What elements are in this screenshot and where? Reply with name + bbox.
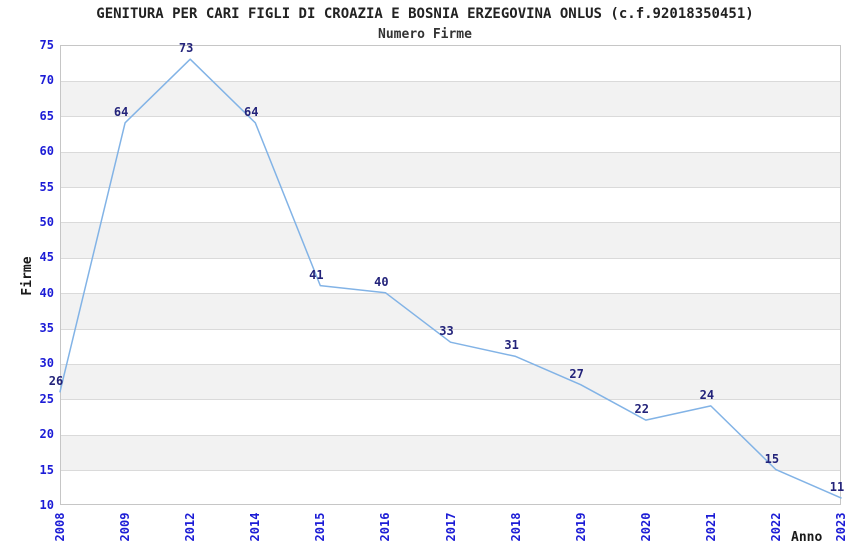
data-point-label: 24 bbox=[699, 387, 715, 402]
y-axis-title: Firme bbox=[20, 256, 35, 296]
shaded-band bbox=[61, 152, 840, 188]
y-tick-label: 20 bbox=[39, 427, 54, 442]
y-tick-label: 35 bbox=[39, 321, 54, 336]
x-tick-label: 2020 bbox=[638, 512, 653, 542]
data-point-label: 64 bbox=[113, 104, 129, 119]
y-tick-label: 45 bbox=[39, 250, 54, 265]
x-tick-label: 2008 bbox=[53, 512, 67, 542]
x-axis-title: Anno bbox=[791, 530, 823, 545]
y-tick-label: 65 bbox=[39, 108, 54, 123]
y-tick-label: 75 bbox=[39, 38, 54, 52]
y-tick-label: 55 bbox=[39, 179, 54, 194]
data-point-label: 41 bbox=[309, 267, 324, 282]
gridline bbox=[61, 363, 840, 365]
x-tick-label: 2022 bbox=[768, 512, 783, 542]
gridline bbox=[61, 470, 840, 472]
plot-area bbox=[60, 45, 841, 505]
y-tick-label: 40 bbox=[39, 285, 54, 300]
gridline bbox=[61, 80, 840, 82]
data-point-label: 73 bbox=[178, 41, 194, 56]
x-tick-label: 2018 bbox=[508, 512, 523, 542]
shaded-band bbox=[61, 81, 840, 117]
chart-subtitle: Numero Firme bbox=[378, 27, 472, 42]
x-tick-label: 2019 bbox=[573, 512, 588, 542]
x-tick-label: 2014 bbox=[248, 512, 263, 542]
gridline bbox=[61, 116, 840, 118]
y-tick-label: 70 bbox=[39, 73, 54, 88]
gridline bbox=[61, 222, 840, 224]
data-point-label: 11 bbox=[829, 479, 845, 494]
data-point-label: 64 bbox=[244, 104, 259, 119]
x-tick-label: 2015 bbox=[313, 512, 328, 542]
data-point-label: 40 bbox=[374, 274, 389, 289]
data-point-label: 33 bbox=[439, 324, 454, 339]
x-tick-label: 2021 bbox=[703, 512, 718, 542]
chart-title: GENITURA PER CARI FIGLI DI CROAZIA E BOS… bbox=[96, 6, 754, 22]
data-point-label: 22 bbox=[634, 402, 649, 417]
y-tick-label: 10 bbox=[39, 498, 54, 512]
shaded-band bbox=[61, 364, 840, 400]
x-tick-label: 2009 bbox=[118, 512, 133, 542]
gridline bbox=[61, 434, 840, 436]
x-tick-label: 2023 bbox=[834, 512, 848, 542]
gridline bbox=[61, 293, 840, 295]
data-point-label: 26 bbox=[48, 373, 64, 388]
gridline bbox=[61, 187, 840, 189]
gridline bbox=[61, 151, 840, 153]
y-tick-label: 60 bbox=[39, 144, 54, 159]
gridline bbox=[61, 399, 840, 401]
y-tick-label: 25 bbox=[39, 391, 54, 406]
shaded-band bbox=[61, 222, 840, 259]
y-tick-label: 15 bbox=[39, 462, 54, 477]
data-point-label: 31 bbox=[504, 338, 519, 353]
x-tick-label: 2012 bbox=[183, 512, 198, 542]
data-point-label: 27 bbox=[569, 366, 584, 381]
y-tick-label: 50 bbox=[39, 214, 54, 229]
x-tick-label: 2017 bbox=[443, 512, 458, 542]
x-tick-label: 2016 bbox=[378, 512, 393, 542]
gridline bbox=[61, 257, 840, 259]
y-tick-label: 30 bbox=[39, 356, 54, 371]
data-point-label: 15 bbox=[764, 451, 780, 466]
shaded-band bbox=[61, 435, 840, 471]
